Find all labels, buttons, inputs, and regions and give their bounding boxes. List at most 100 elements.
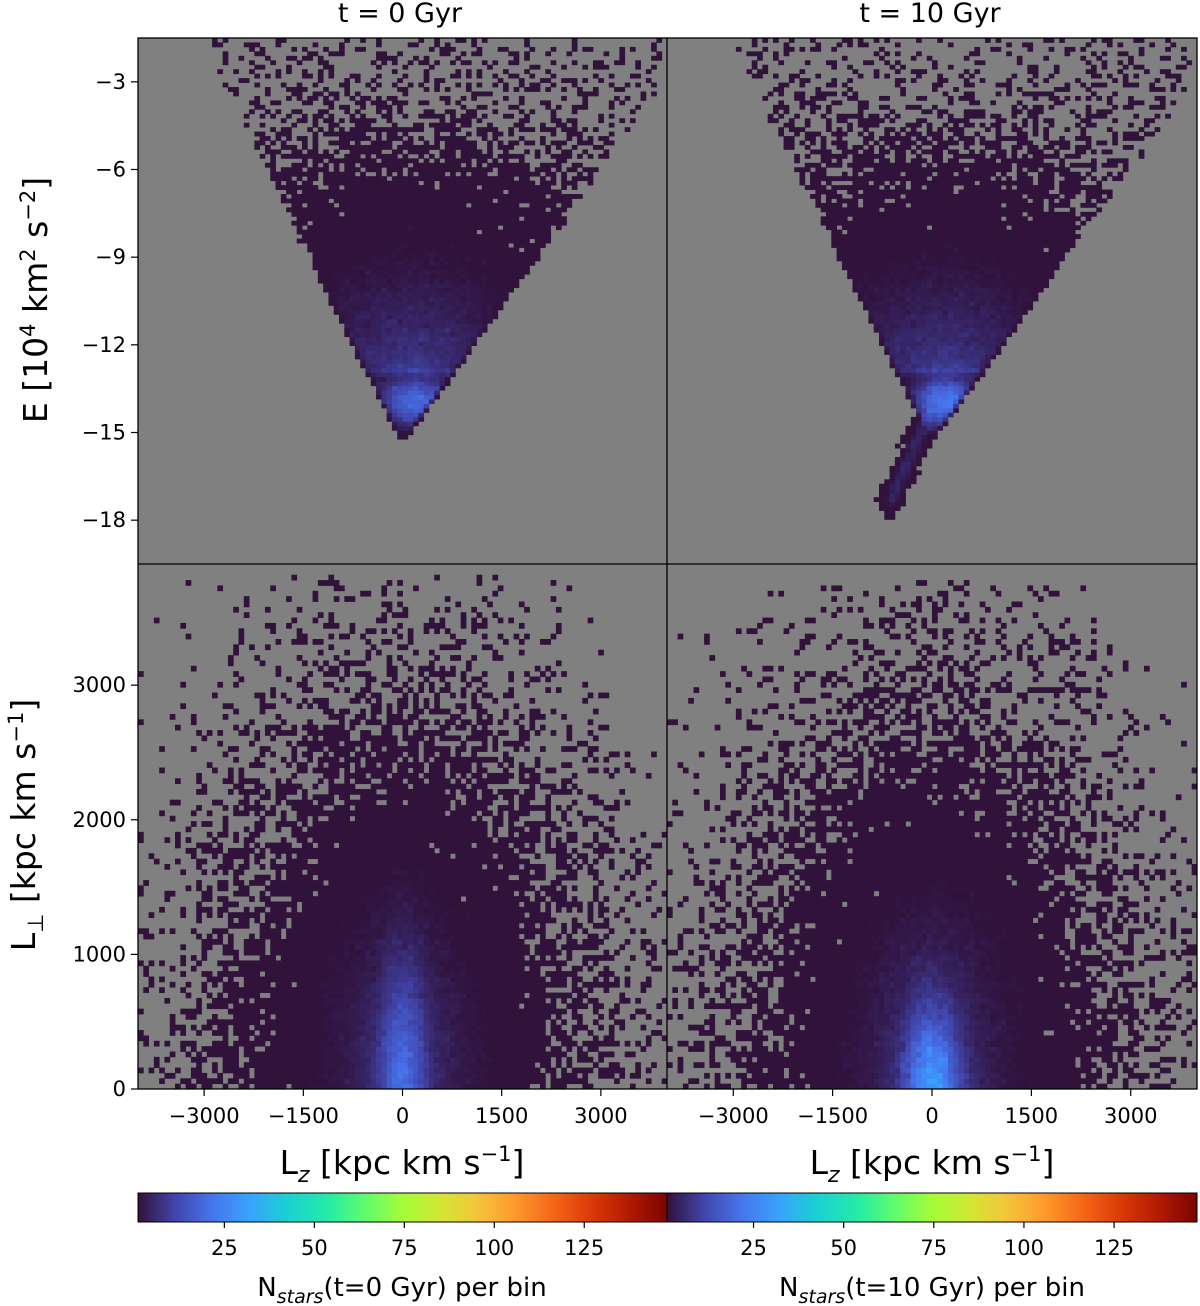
heatmap-cell: [349, 149, 356, 155]
heatmap-cell: [1016, 283, 1023, 289]
heatmap-cell: [381, 140, 388, 146]
heatmap-cell: [365, 256, 372, 262]
heatmap-cell: [349, 243, 356, 248]
heatmap-cell: [497, 46, 504, 52]
heatmap-cell: [487, 296, 493, 302]
heatmap-cell: [810, 194, 816, 199]
heatmap-cell: [958, 247, 965, 253]
heatmap-cell: [391, 345, 398, 351]
heatmap-cell: [508, 247, 514, 253]
heatmap-cell: [979, 202, 986, 208]
heatmap-cell: [286, 136, 292, 141]
heatmap-cell: [985, 323, 991, 329]
heatmap-cell: [391, 323, 398, 329]
heatmap-cell: [571, 122, 578, 128]
heatmap-cell: [471, 309, 477, 315]
heatmap-cell: [503, 158, 509, 164]
heatmap-cell: [339, 104, 345, 110]
heatmap-cell: [995, 292, 1002, 297]
heatmap-cell: [1016, 314, 1023, 320]
heatmap-cell: [465, 82, 472, 88]
heatmap-cell: [1112, 131, 1118, 137]
heatmap-cell: [831, 189, 837, 195]
heatmap-cell: [1016, 238, 1023, 244]
heatmap-cell: [995, 153, 1002, 159]
heatmap-cell: [503, 95, 509, 101]
heatmap-cell: [921, 180, 928, 186]
heatmap-cell: [397, 367, 403, 373]
heatmap-cell: [333, 158, 340, 164]
heatmap-cell: [953, 202, 959, 208]
heatmap-cell: [508, 127, 514, 133]
heatmap-cell: [926, 399, 933, 404]
heatmap-cell: [963, 180, 970, 186]
heatmap-cell: [349, 251, 356, 257]
heatmap-cell: [428, 354, 435, 360]
heatmap-cell: [434, 367, 440, 373]
heatmap-cell: [550, 73, 557, 79]
heatmap-cell: [370, 332, 377, 338]
heatmap-cell: [413, 207, 419, 213]
title-right: t = 10 Gyr: [859, 0, 1001, 29]
heatmap-cell: [905, 198, 912, 204]
heatmap-cell: [905, 363, 912, 369]
heatmap-cell: [492, 131, 499, 137]
heatmap-cell: [434, 336, 440, 342]
heatmap-cell: [963, 332, 970, 338]
heatmap-cell: [863, 247, 869, 253]
heatmap-cell: [608, 113, 615, 119]
heatmap-cell: [847, 122, 853, 128]
heatmap-cell: [969, 323, 975, 329]
heatmap-cell: [344, 78, 350, 83]
heatmap-cell: [985, 287, 991, 293]
heatmap-cell: [1006, 301, 1012, 306]
heatmap-cell: [450, 341, 456, 346]
heatmap-cell: [598, 64, 604, 70]
heatmap-cell: [598, 113, 604, 119]
heatmap-cell: [413, 292, 419, 297]
heatmap-cell: [439, 46, 446, 52]
heatmap-cell: [487, 243, 493, 248]
heatmap-cell: [317, 238, 324, 244]
heatmap-cell: [465, 211, 472, 217]
heatmap-cell: [397, 372, 403, 378]
heatmap-cell: [852, 260, 859, 266]
heatmap-cell: [894, 488, 901, 494]
heatmap-cell: [259, 113, 266, 119]
heatmap-cell: [1006, 136, 1012, 141]
heatmap-cell: [365, 301, 372, 306]
heatmap-cell: [376, 332, 382, 338]
heatmap-cell: [444, 158, 451, 164]
heatmap-cell: [518, 211, 525, 217]
heatmap-cell: [296, 194, 303, 199]
heatmap-cell: [916, 403, 922, 409]
heatmap-cell: [423, 55, 430, 61]
heatmap-cell: [974, 131, 981, 137]
heatmap-cell: [460, 345, 467, 351]
heatmap-cell: [312, 225, 319, 231]
heatmap-cell: [397, 149, 403, 155]
heatmap-cell: [879, 158, 885, 164]
heatmap-cell: [1048, 198, 1055, 204]
heatmap-cell: [349, 162, 356, 168]
heatmap-cell: [868, 260, 875, 266]
heatmap-cell: [910, 323, 917, 329]
heatmap-cell: [1016, 274, 1023, 280]
heatmap-cell: [963, 350, 970, 355]
heatmap-cell: [889, 265, 896, 271]
heatmap-cell: [995, 256, 1002, 262]
heatmap-cell: [963, 144, 970, 150]
heatmap-cell: [317, 278, 324, 284]
heatmap-cell: [1038, 189, 1044, 195]
heatmap-cell: [339, 158, 345, 164]
heatmap-cell: [900, 202, 906, 208]
heatmap-cell: [598, 136, 604, 141]
heatmap-cell: [788, 136, 795, 141]
heatmap-cell: [1048, 211, 1055, 217]
heatmap-cell: [386, 180, 393, 186]
heatmap-cell: [905, 309, 912, 315]
heatmap-cell: [624, 127, 631, 133]
heatmap-cell: [990, 314, 996, 320]
heatmap-cell: [370, 372, 377, 378]
heatmap-cell: [376, 144, 382, 150]
